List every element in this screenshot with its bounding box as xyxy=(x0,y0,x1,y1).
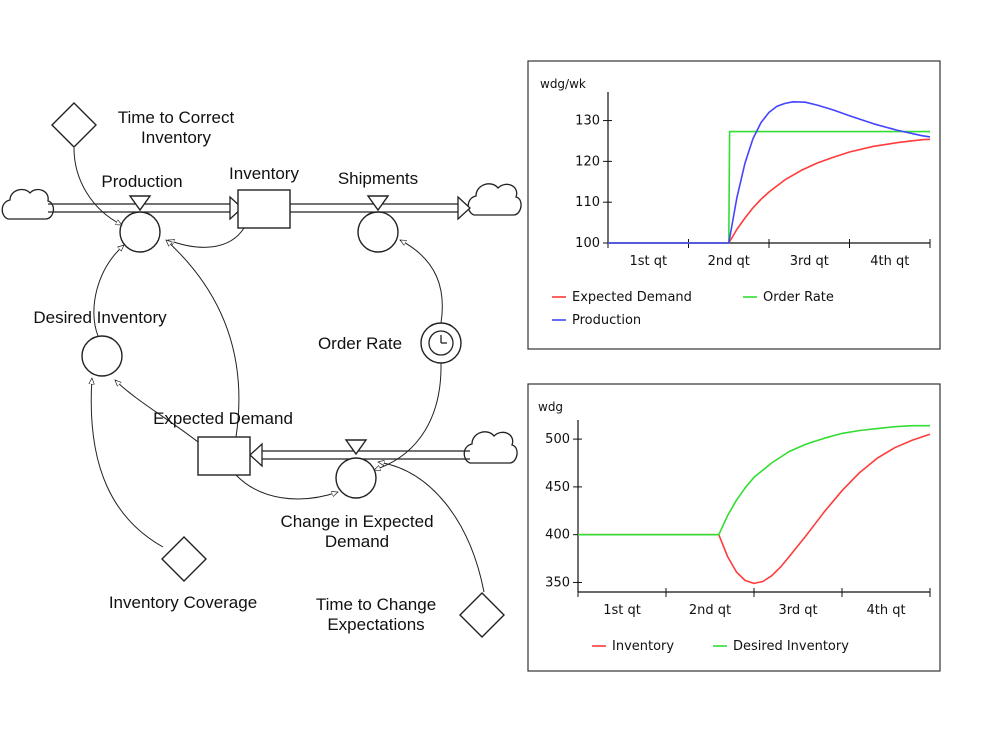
flow-rates-chart-legend-order-rate-label: Order Rate xyxy=(763,290,834,305)
shipments-label: Shipments xyxy=(338,169,418,188)
flow-rates-chart-legend-expected-demand-label: Expected Demand xyxy=(572,290,692,305)
stocks-chart-ylabel: wdg xyxy=(538,400,563,414)
flow-rates-chart-series-production xyxy=(608,101,931,244)
flow-rates-chart-y-tick-label: 130 xyxy=(575,114,600,129)
expected-demand-flow-pipe xyxy=(249,442,470,468)
stocks-chart-x-tick-label: 2nd qt xyxy=(689,603,731,618)
production-valve-icon xyxy=(128,195,152,212)
shipments-valve-icon xyxy=(366,195,390,212)
time-to-change-expectations-label-2: Expectations xyxy=(327,615,424,634)
stocks-chart-legend-desired-inventory-label: Desired Inventory xyxy=(733,639,849,654)
change-in-expected-demand-valve-icon xyxy=(344,439,368,456)
flow-rates-chart-series-expected-demand xyxy=(608,138,931,244)
stocks-chart-legend-inventory-label: Inventory xyxy=(612,639,674,654)
flow-rates-chart-x-tick-label: 3rd qt xyxy=(790,254,829,269)
expected-demand-stock[interactable] xyxy=(197,436,251,476)
time-to-change-expectations-label-1: Time to Change xyxy=(316,595,436,614)
flow-rates-chart-axes: 100 110 120 130 1st qt 2nd qt 3rd qt 4th qt xyxy=(575,92,931,269)
source-cloud-demand xyxy=(463,431,518,464)
time-to-correct-inventory-label-2: Inventory xyxy=(141,128,211,147)
flow-rates-chart-ylabel: wdg/wk xyxy=(540,77,586,91)
desired-inventory-aux[interactable] xyxy=(81,335,123,377)
stocks-chart-series-inventory xyxy=(578,433,931,585)
stocks-chart-x-tick-label: 3rd qt xyxy=(778,603,817,618)
flow-rates-chart-legend-production-label: Production xyxy=(572,313,641,328)
change-in-expected-demand-label-1: Change in Expected xyxy=(280,512,433,531)
flow-rates-chart: wdg/wk 100 110 120 130 1st qt 2nd qt 3rd qt 4th… xyxy=(527,60,941,350)
stocks-chart-legend: Inventory Desired Inventory xyxy=(592,639,849,654)
flow-rates-chart-x-tick-label: 2nd qt xyxy=(708,254,750,269)
flow-rates-chart-y-tick-label: 110 xyxy=(575,195,600,210)
stocks-chart-x-tick-label: 1st qt xyxy=(603,603,641,618)
inventory-coverage-constant[interactable] xyxy=(161,536,207,582)
flow-rates-chart-x-tick-label: 4th qt xyxy=(870,254,909,269)
flow-rates-chart-legend: Expected Demand Order Rate Production xyxy=(552,290,834,328)
stocks-chart-x-tick-label: 4th qt xyxy=(866,603,905,618)
change-in-expected-demand-rate[interactable] xyxy=(335,457,377,499)
inventory-coverage-label: Inventory Coverage xyxy=(109,593,257,612)
stocks-chart-series-desired-inventory xyxy=(578,424,930,536)
change-in-expected-demand-label-2: Demand xyxy=(325,532,389,551)
source-cloud-left xyxy=(1,188,55,220)
stocks-chart-series xyxy=(578,424,931,585)
flow-rates-chart-y-tick-label: 100 xyxy=(575,236,600,251)
inventory-stock[interactable] xyxy=(237,189,291,229)
flow-rates-chart-series xyxy=(608,101,931,244)
flow-rates-chart-frame xyxy=(527,60,941,350)
time-to-correct-inventory-label-1: Time to Correct xyxy=(118,108,235,127)
stocks-chart-frame xyxy=(527,383,941,672)
stocks-chart-y-tick-label: 450 xyxy=(545,480,570,495)
sink-cloud-shipments xyxy=(467,183,522,216)
stocks-chart: wdg 350 400 450 500 1st qt 2nd qt 3rd qt 4th qt… xyxy=(527,383,941,672)
causal-links xyxy=(73,147,485,593)
stocks-chart-y-tick-label: 350 xyxy=(545,575,570,590)
flow-rates-chart-x-tick-label: 1st qt xyxy=(629,254,667,269)
time-to-change-expectations-constant[interactable] xyxy=(459,592,505,638)
stocks-chart-y-tick-label: 400 xyxy=(545,528,570,543)
order-rate-clock-icon[interactable] xyxy=(420,322,462,364)
production-label: Production xyxy=(101,172,182,191)
stocks-chart-axes: 350 400 450 500 1st qt 2nd qt 3rd qt 4th qt xyxy=(545,420,931,618)
expected-demand-label: Expected Demand xyxy=(153,409,293,428)
order-rate-label: Order Rate xyxy=(318,334,402,353)
desired-inventory-label: Desired Inventory xyxy=(33,308,167,327)
stocks-chart-y-tick-label: 500 xyxy=(545,432,570,447)
stock-flow-diagram: Time to Correct Inventory Production Inv… xyxy=(1,102,522,638)
shipments-rate[interactable] xyxy=(357,211,399,253)
production-rate[interactable] xyxy=(119,211,161,253)
inventory-label: Inventory xyxy=(229,164,299,183)
flow-rates-chart-y-tick-label: 120 xyxy=(575,154,600,169)
time-to-correct-inventory-constant[interactable] xyxy=(51,102,97,148)
